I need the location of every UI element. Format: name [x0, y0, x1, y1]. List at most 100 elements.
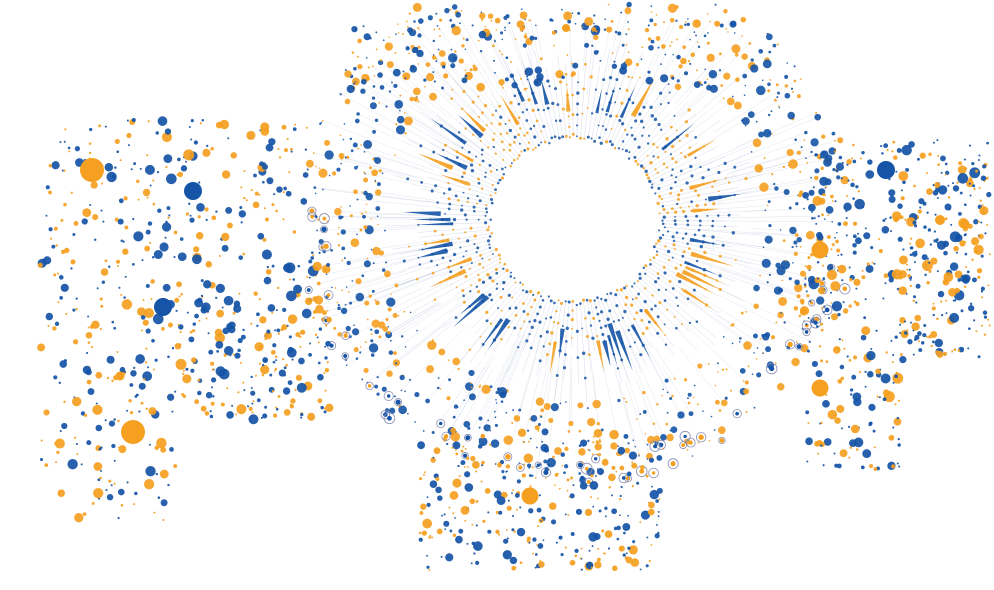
- outer-ring-node: [816, 296, 825, 305]
- top-fringe-node: [501, 53, 504, 56]
- left-cluster-node: [324, 356, 328, 360]
- radial-edge: [623, 364, 641, 415]
- left-cluster-node: [59, 141, 62, 144]
- radial-edge: [494, 41, 522, 101]
- right-cluster-node: [825, 393, 828, 397]
- ring-dot: [655, 250, 659, 253]
- left-cluster-node: [160, 446, 167, 453]
- outer-ring-node: [378, 335, 382, 339]
- ring-wedge: [689, 237, 721, 245]
- outer-ring-node: [774, 362, 777, 364]
- left-cluster-node: [165, 165, 168, 169]
- outer-ring-node: [794, 283, 803, 293]
- left-cluster-node: [323, 407, 326, 410]
- ring-dot: [627, 328, 631, 332]
- ring-dot: [444, 213, 446, 215]
- outlined-node-core: [306, 288, 311, 292]
- right-cluster-node: [898, 286, 908, 295]
- top-fringe-node: [405, 46, 410, 51]
- ring-dot: [704, 203, 707, 207]
- ring-dot: [649, 161, 653, 165]
- outer-ring-node: [366, 257, 369, 260]
- outer-ring-node: [344, 303, 347, 306]
- left-cluster-node: [130, 410, 134, 415]
- left-cluster-node: [305, 126, 308, 129]
- outer-ring-node: [723, 9, 728, 14]
- left-cluster-node: [137, 307, 146, 317]
- outer-ring-node: [794, 279, 800, 285]
- bottom-cluster-node: [656, 487, 663, 494]
- left-cluster-node: [323, 410, 327, 414]
- right-cluster-node: [838, 338, 841, 341]
- outer-ring-node: [334, 207, 342, 216]
- ring-dot: [502, 158, 505, 161]
- left-cluster-node: [75, 307, 78, 311]
- spoke-edge: [637, 281, 690, 332]
- ring-dot: [671, 287, 675, 290]
- left-cluster-node: [265, 268, 272, 275]
- ring-dot: [630, 126, 633, 129]
- radial-edge: [641, 336, 667, 381]
- outer-ring-node: [577, 11, 581, 15]
- ring-dot: [594, 88, 598, 91]
- left-cluster-node: [275, 407, 279, 411]
- outlined-node-core: [326, 293, 331, 297]
- ring-dot: [601, 332, 605, 336]
- outer-ring-node: [655, 14, 658, 16]
- left-cluster-node: [48, 227, 53, 232]
- top-fringe-node: [647, 70, 651, 74]
- ring-dot: [517, 346, 520, 349]
- left-cluster-node: [264, 405, 268, 409]
- outer-ring-node: [766, 281, 769, 284]
- ring-dot: [561, 107, 565, 111]
- ring-dot: [517, 133, 520, 137]
- ring-dot: [532, 293, 535, 296]
- radial-edge: [718, 294, 811, 343]
- bottom-cluster-node: [616, 525, 621, 531]
- outer-ring-node: [343, 123, 346, 125]
- left-cluster-node: [37, 262, 43, 268]
- bottom-cluster-node: [580, 475, 585, 480]
- radial-edge: [570, 367, 573, 424]
- ring-dot: [694, 156, 697, 159]
- ring-dot: [702, 183, 705, 186]
- ring-dot: [658, 236, 663, 240]
- outer-ring-node: [435, 58, 438, 60]
- ring-dot: [464, 231, 467, 234]
- ring-dot: [553, 341, 557, 345]
- right-cluster-node: [840, 427, 844, 430]
- outer-ring-node: [784, 92, 791, 99]
- outer-ring-node: [382, 39, 385, 42]
- right-cluster-node: [966, 270, 970, 274]
- right-cluster-node: [951, 350, 954, 353]
- outer-ring-node: [385, 275, 388, 278]
- radial-edge: [322, 189, 430, 203]
- ring-dot: [631, 101, 635, 105]
- spoke-edge: [419, 229, 488, 238]
- right-cluster-node: [860, 334, 867, 341]
- ring-dot: [718, 254, 722, 258]
- bottom-cluster-node: [477, 444, 483, 449]
- outer-ring-node: [424, 85, 426, 88]
- outer-ring-node: [814, 113, 822, 121]
- outer-ring-node: [791, 245, 794, 249]
- top-fringe-node: [526, 78, 529, 81]
- outlined-node-core: [322, 216, 327, 221]
- left-cluster-node: [296, 382, 307, 393]
- radial-edge: [345, 157, 426, 180]
- outer-ring-node: [437, 377, 440, 380]
- right-cluster-node: [968, 182, 971, 185]
- bottom-cluster-node: [617, 446, 626, 455]
- left-cluster-node: [154, 358, 158, 362]
- bottom-cluster-node: [494, 463, 497, 465]
- outer-ring-node: [803, 207, 805, 210]
- right-cluster-node: [893, 417, 902, 426]
- outer-ring-node: [366, 318, 369, 321]
- left-cluster-node: [211, 368, 214, 371]
- bottom-cluster-node: [466, 542, 469, 545]
- right-cluster-node: [937, 154, 940, 157]
- radial-edge: [358, 113, 423, 146]
- bottom-cluster-node: [536, 507, 542, 513]
- radial-edge: [346, 296, 456, 366]
- right-cluster-node: [806, 198, 809, 201]
